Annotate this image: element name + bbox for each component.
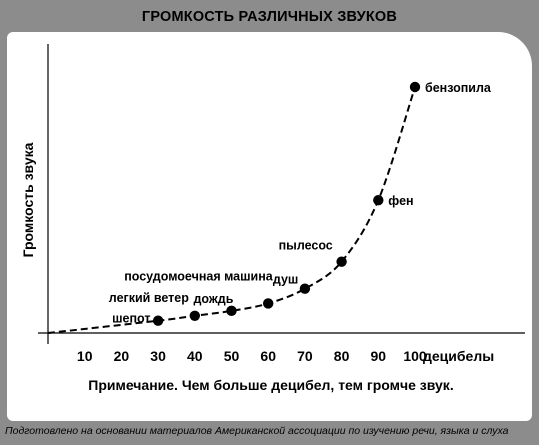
data-label: дождь bbox=[194, 292, 234, 306]
source-footer: Подготовлено на основании материалов Аме… bbox=[5, 425, 509, 437]
data-label: фен bbox=[388, 194, 413, 208]
x-tick-label: 30 bbox=[150, 348, 166, 364]
chart-title: ГРОМКОСТЬ РАЗЛИЧНЫХ ЗВУКОВ bbox=[141, 9, 398, 25]
data-point bbox=[373, 194, 384, 206]
x-tick-label: 90 bbox=[371, 348, 387, 364]
data-point bbox=[189, 310, 200, 321]
chart-axes bbox=[38, 44, 525, 344]
y-axis-label: Громкость звука bbox=[20, 142, 36, 257]
data-label: посудомоечная машина bbox=[124, 269, 274, 283]
data-label: легкий ветер bbox=[109, 291, 189, 305]
data-point bbox=[299, 283, 311, 294]
x-axis-label: децибелы bbox=[423, 348, 494, 364]
data-label: шепот bbox=[112, 312, 150, 326]
data-points bbox=[152, 81, 421, 326]
data-label: душ bbox=[273, 273, 298, 287]
chart-note: Примечание. Чем больше децибел, тем гром… bbox=[88, 377, 453, 393]
chart-panel bbox=[7, 32, 532, 421]
x-tick-label: 70 bbox=[297, 348, 313, 364]
data-point bbox=[336, 256, 347, 267]
x-tick-label: 60 bbox=[260, 348, 276, 364]
x-tick-labels: 10 20 30 40 50 60 70 80 90 100 bbox=[77, 348, 427, 364]
data-point bbox=[263, 298, 274, 309]
x-tick-label: 20 bbox=[114, 348, 130, 364]
x-tick-label: 40 bbox=[187, 348, 203, 364]
data-point bbox=[409, 81, 421, 93]
x-tick-label: 100 bbox=[403, 348, 427, 364]
x-tick-label: 80 bbox=[334, 348, 350, 364]
data-point bbox=[226, 305, 237, 317]
data-labels: шепот легкий ветер дождь посудомоечная маши… bbox=[109, 81, 492, 326]
x-tick-label: 50 bbox=[224, 348, 240, 364]
data-point bbox=[152, 315, 164, 326]
x-tick-label: 10 bbox=[77, 348, 93, 364]
data-label: бензопила bbox=[425, 81, 492, 95]
data-label: пылесос bbox=[279, 239, 333, 253]
